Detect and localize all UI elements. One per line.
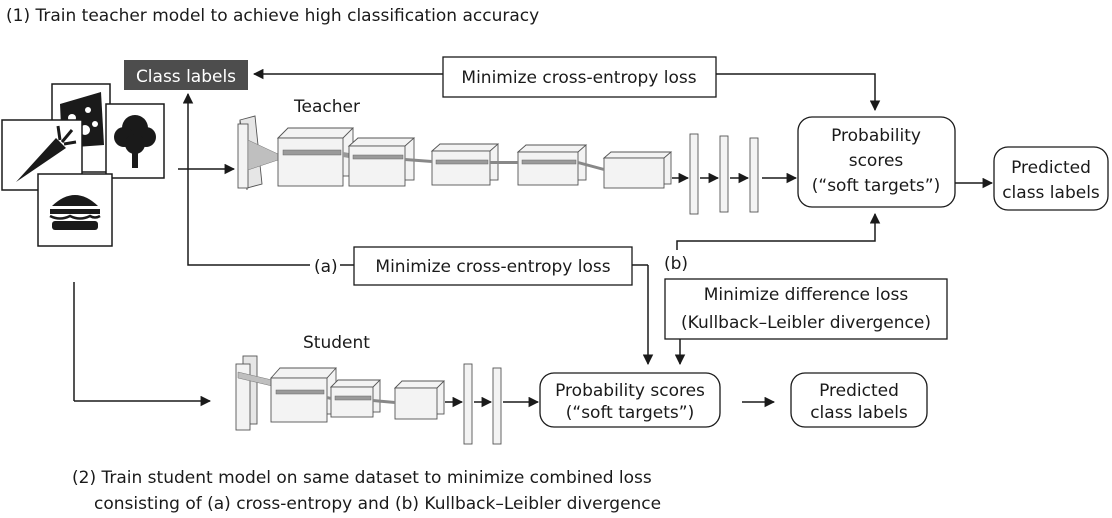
step1-heading: (1) Train teacher model to achieve high …	[6, 6, 539, 26]
student-label: Student	[303, 333, 370, 353]
student-prob-box	[539, 372, 721, 428]
student-prob-line1: Probability scores	[555, 381, 705, 401]
student-ce-tag: (a)	[314, 257, 338, 277]
student-pred-line1: Predicted	[819, 381, 899, 401]
teacher-prob-box	[797, 116, 956, 208]
kl-box	[664, 278, 948, 340]
step2-heading-line2: consisting of (a) cross-entropy and (b) …	[94, 494, 661, 514]
burger-card	[37, 173, 113, 247]
class-labels-badge-bg	[124, 60, 248, 90]
kl-line1: Minimize difference loss	[704, 285, 909, 305]
teacher-network	[237, 115, 759, 215]
burger-icon	[49, 195, 101, 230]
teacher-loss-box	[442, 56, 717, 98]
student-pred-line2: class labels	[810, 403, 908, 423]
teacher-label: Teacher	[293, 97, 360, 117]
tree-card	[105, 103, 165, 179]
student-ce-box	[353, 246, 633, 286]
kl-line2: (Kullback–Leibler divergence)	[681, 313, 931, 333]
teacher-pred-line1: Predicted	[1011, 158, 1091, 178]
teacher-loss-text: Minimize cross-entropy loss	[461, 68, 696, 88]
teacher-prob-line1: Probability	[831, 126, 921, 146]
student-ce-text: Minimize cross-entropy loss	[375, 257, 610, 277]
student-pred-box	[790, 372, 928, 428]
kl-tag: (b)	[664, 254, 688, 274]
class-labels-badge: Class labels	[136, 67, 236, 87]
student-network	[235, 355, 502, 445]
tree-icon	[114, 115, 156, 168]
teacher-pred-line2: class labels	[1002, 183, 1100, 203]
teacher-pred-box	[993, 146, 1109, 211]
carrot-icon	[16, 125, 77, 182]
teacher-prob-line3: (“soft targets”)	[812, 176, 940, 196]
teacher-prob-line2: scores	[849, 151, 904, 171]
step2-heading-line1: (2) Train student model on same dataset …	[72, 468, 652, 488]
student-prob-line2: (“soft targets”)	[566, 403, 694, 423]
dataset-images	[1, 83, 165, 247]
